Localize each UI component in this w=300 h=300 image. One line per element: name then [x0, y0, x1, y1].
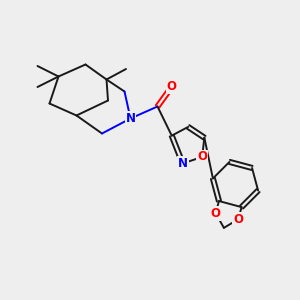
Text: O: O [167, 80, 177, 94]
Text: N: N [178, 157, 188, 170]
Text: O: O [233, 213, 243, 226]
Text: O: O [197, 151, 207, 164]
Text: N: N [125, 112, 136, 125]
Text: O: O [211, 207, 221, 220]
